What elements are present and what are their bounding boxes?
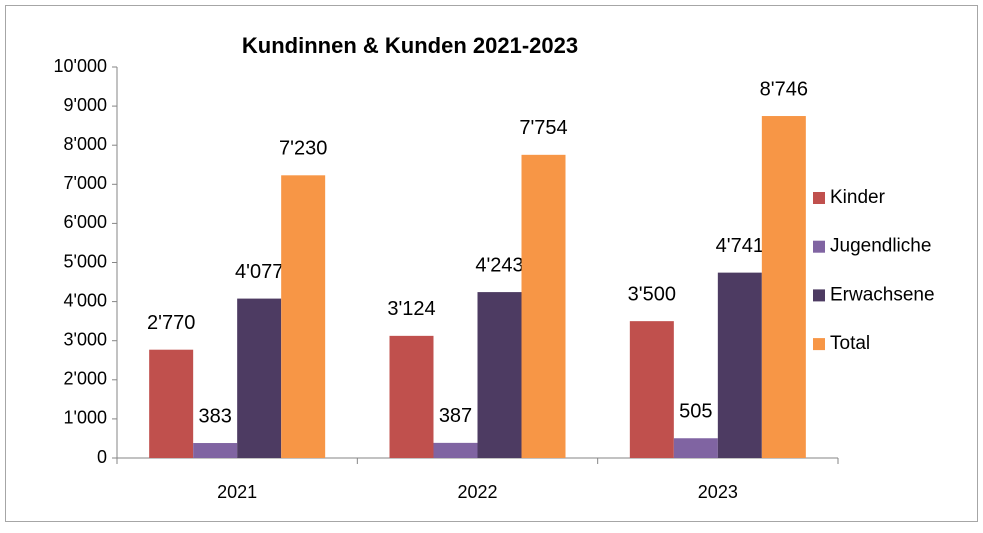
x-tick-label: 2022 — [457, 482, 497, 502]
value-label: 4'243 — [475, 254, 523, 276]
bar — [673, 438, 718, 458]
bar — [717, 272, 762, 458]
y-tick-label: 7'000 — [64, 173, 107, 193]
y-tick-label: 0 — [97, 447, 107, 467]
chart-title: Kundinnen & Kunden 2021-2023 — [242, 33, 578, 58]
value-label: 8'746 — [760, 78, 808, 100]
value-label: 7'754 — [519, 117, 567, 139]
value-label: 7'230 — [279, 138, 327, 160]
x-tick-label: 2021 — [217, 482, 257, 502]
legend-label: Erwachsene — [830, 284, 935, 305]
value-label: 2'770 — [147, 312, 195, 334]
y-tick-label: 2'000 — [64, 369, 107, 389]
bar — [389, 335, 434, 458]
legend-swatch — [813, 240, 825, 253]
bar — [281, 175, 326, 458]
legend-label: Total — [830, 333, 870, 354]
y-tick-label: 1'000 — [64, 408, 107, 428]
y-tick-label: 5'000 — [64, 251, 107, 271]
bar — [193, 443, 238, 458]
y-tick-label: 6'000 — [64, 212, 107, 232]
y-tick-label: 10'000 — [54, 56, 108, 76]
value-label: 505 — [679, 401, 712, 423]
value-label: 387 — [439, 405, 472, 427]
legend-swatch — [813, 289, 825, 302]
legend-label: Kinder — [830, 187, 886, 208]
bar — [521, 154, 566, 458]
value-label: 383 — [198, 405, 231, 427]
bar — [477, 292, 522, 458]
bar — [761, 116, 806, 458]
bar — [433, 442, 478, 458]
legend-label: Jugendliche — [830, 236, 931, 257]
value-label: 4'741 — [716, 235, 764, 257]
bar — [149, 349, 194, 458]
value-label: 3'500 — [628, 283, 676, 305]
legend-swatch — [813, 338, 825, 351]
y-tick-label: 4'000 — [64, 290, 107, 310]
y-tick-label: 8'000 — [64, 134, 107, 154]
y-tick-label: 9'000 — [64, 95, 107, 115]
bar — [237, 298, 282, 458]
y-tick-label: 3'000 — [64, 329, 107, 349]
legend-swatch — [813, 192, 825, 204]
value-label: 3'124 — [387, 298, 435, 320]
value-label: 4'077 — [235, 261, 283, 283]
x-tick-label: 2023 — [698, 482, 738, 502]
bar — [629, 321, 674, 458]
